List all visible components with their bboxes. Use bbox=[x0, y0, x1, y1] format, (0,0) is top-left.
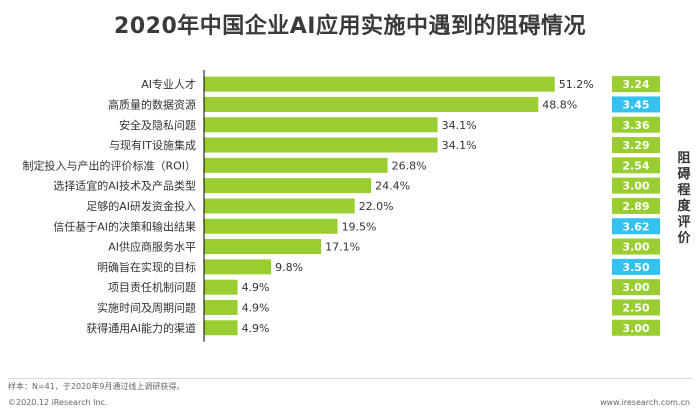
rating-box bbox=[612, 319, 660, 336]
rating-box bbox=[612, 258, 660, 275]
bar bbox=[204, 96, 539, 112]
rating-box bbox=[612, 299, 660, 316]
category-label: 信任基于AI的决策和输出结果 bbox=[53, 219, 196, 233]
copyright-text: ©2020.12 iResearch Inc. bbox=[8, 398, 108, 407]
category-label: 足够的AI研发资金投入 bbox=[86, 199, 196, 213]
value-label: 34.1% bbox=[442, 119, 477, 132]
rating-value: 3.00 bbox=[622, 281, 649, 294]
bar bbox=[204, 117, 438, 133]
value-label: 51.2% bbox=[559, 78, 594, 91]
bar bbox=[204, 178, 372, 194]
category-label: AI专业人才 bbox=[141, 77, 196, 91]
category-label: 获得通用AI能力的渠道 bbox=[86, 321, 196, 335]
bar bbox=[204, 157, 388, 173]
category-label: 明确旨在实现的目标 bbox=[97, 260, 196, 274]
category-label: AI供应商服务水平 bbox=[108, 240, 196, 254]
rating-value: 3.00 bbox=[622, 241, 649, 254]
rating-value: 3.45 bbox=[622, 98, 649, 111]
rating-box bbox=[612, 279, 660, 296]
rating-value: 3.36 bbox=[622, 119, 649, 132]
category-label: 项目责任机制问题 bbox=[108, 280, 196, 294]
category-label: 选择适宜的AI技术及产品类型 bbox=[53, 179, 196, 193]
bar bbox=[204, 137, 438, 153]
category-label: 高质量的数据资源 bbox=[108, 97, 196, 111]
rating-value: 2.54 bbox=[622, 159, 649, 172]
rating-value: 3.50 bbox=[622, 261, 649, 274]
category-label: 制定投入与产出的评价标准（ROI） bbox=[22, 158, 196, 172]
value-label: 24.4% bbox=[375, 180, 410, 193]
bar bbox=[204, 218, 338, 234]
rating-box bbox=[612, 76, 660, 93]
website-text: www.iresearch.com.cn bbox=[600, 398, 690, 407]
bar bbox=[204, 299, 238, 315]
rating-value: 3.24 bbox=[622, 78, 649, 91]
rating-box bbox=[612, 238, 660, 255]
sample-note: 样本：N=41，于2020年9月通过线上调研获得。 bbox=[8, 382, 185, 391]
value-label: 4.9% bbox=[242, 301, 270, 314]
bar bbox=[204, 198, 355, 214]
value-label: 48.8% bbox=[542, 98, 577, 111]
rating-value: 3.00 bbox=[622, 322, 649, 335]
rating-box bbox=[612, 137, 660, 154]
category-label: 与现有IT设施集成 bbox=[109, 138, 196, 152]
category-label: 安全及隐私问题 bbox=[119, 118, 196, 132]
bar bbox=[204, 320, 238, 336]
category-label: 实施时间及周期问题 bbox=[97, 300, 196, 314]
rating-value: 3.00 bbox=[622, 180, 649, 193]
rating-box bbox=[612, 157, 660, 174]
value-label: 19.5% bbox=[342, 220, 377, 233]
value-label: 34.1% bbox=[442, 139, 477, 152]
rating-value: 2.89 bbox=[622, 200, 649, 213]
rating-value: 3.29 bbox=[622, 139, 649, 152]
value-label: 4.9% bbox=[242, 322, 270, 335]
value-label: 22.0% bbox=[359, 200, 394, 213]
rating-box bbox=[612, 218, 660, 235]
bar bbox=[204, 259, 272, 275]
bar bbox=[204, 239, 322, 255]
value-label: 9.8% bbox=[275, 261, 303, 274]
rating-box bbox=[612, 197, 660, 214]
chart-title: 2020年中国企业AI应用实施中遇到的阻碍情况 bbox=[114, 14, 586, 39]
rating-box bbox=[612, 177, 660, 194]
value-label: 4.9% bbox=[242, 281, 270, 294]
footer-divider bbox=[8, 378, 692, 379]
rating-value: 3.62 bbox=[622, 220, 649, 233]
value-label: 17.1% bbox=[325, 241, 360, 254]
bar-chart: AI专业人才 51.2% 3.24 高质量的数据资源 48.8% 3.45 安全及隐私问题 3… bbox=[22, 70, 660, 342]
rating-box bbox=[612, 96, 660, 113]
rating-value: 2.50 bbox=[622, 301, 649, 314]
bar bbox=[204, 279, 238, 295]
rating-axis-label: 阻碍程度评价 bbox=[677, 151, 691, 246]
rating-box bbox=[612, 116, 660, 133]
bar bbox=[204, 76, 555, 92]
value-label: 26.8% bbox=[392, 159, 427, 172]
